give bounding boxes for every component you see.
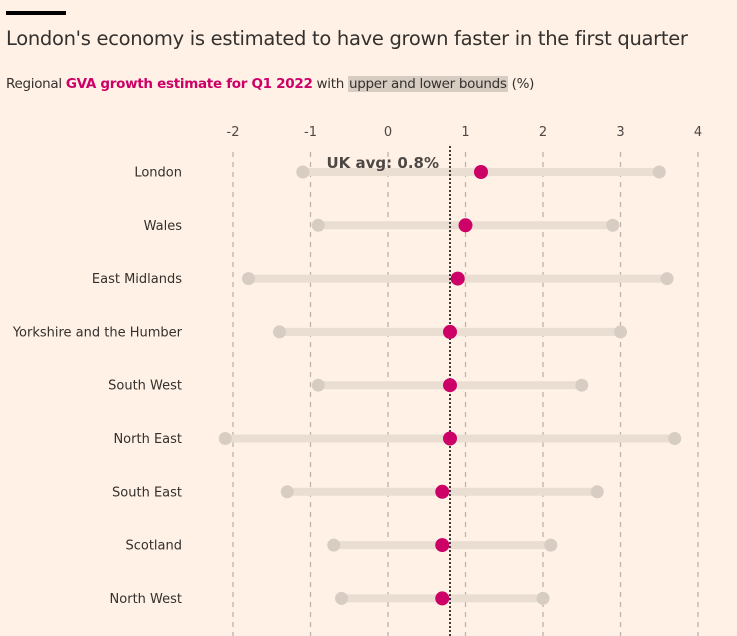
upper-bound-dot <box>606 218 620 232</box>
upper-bound-dot <box>544 538 558 552</box>
category-labels: London Wales East Midlands Yorkshire and th… <box>12 166 183 607</box>
category-label: North East <box>113 432 182 447</box>
lower-bound-dot <box>311 378 325 392</box>
gridlines <box>232 152 699 636</box>
lower-bound-dot <box>296 165 310 179</box>
lower-bound-dot <box>218 432 232 445</box>
subtitle-middle: with <box>312 76 348 92</box>
x-tick-label: 4 <box>694 125 702 140</box>
subtitle-suffix: (%) <box>507 76 535 92</box>
estimate-point <box>450 271 465 286</box>
upper-bound-dot <box>590 485 604 499</box>
lower-bound-dot <box>280 485 294 499</box>
upper-bound-dot <box>536 591 550 605</box>
chart-subtitle: Regional GVA growth estimate for Q1 2022… <box>6 76 534 92</box>
brand-bar <box>6 11 66 15</box>
estimate-point <box>458 218 473 233</box>
upper-bound-dot <box>668 432 682 445</box>
estimate-point <box>443 324 457 339</box>
estimate-point <box>435 484 450 499</box>
estimate-point <box>474 165 488 179</box>
upper-bound-dot <box>614 325 627 339</box>
x-tick-label: -1 <box>304 125 317 140</box>
subtitle-bounds: upper and lower bounds <box>347 76 508 92</box>
category-label: Scotland <box>125 539 182 554</box>
upper-bound-dot <box>575 378 589 392</box>
subtitle-highlight: GVA growth estimate for Q1 2022 <box>65 76 313 92</box>
estimate-point <box>443 431 457 446</box>
x-tick-label: 2 <box>539 125 547 140</box>
x-axis-ticks: -2 -1 0 1 2 3 4 <box>227 125 703 140</box>
category-label: Wales <box>144 219 183 234</box>
estimate-point <box>435 538 450 553</box>
estimate-point <box>443 378 457 393</box>
lower-bound-dot <box>327 538 341 552</box>
category-label: North West <box>110 592 182 607</box>
lower-bound-dot <box>242 272 255 286</box>
lower-bound-dot <box>335 591 348 605</box>
category-label: East Midlands <box>92 272 182 287</box>
category-label: London <box>134 166 182 181</box>
x-tick-label: -2 <box>227 125 240 140</box>
lower-bound-dot <box>311 218 325 232</box>
uk-average-label: UK avg: 0.8% <box>327 154 440 172</box>
upper-bound-dot <box>652 165 666 179</box>
lower-bound-dot <box>273 325 286 339</box>
upper-bound-dot <box>660 272 674 286</box>
estimate-point <box>435 591 450 606</box>
subtitle-prefix: Regional <box>6 76 66 92</box>
chart-title: London's economy is estimated to have gr… <box>6 27 688 50</box>
estimate-points <box>435 165 488 606</box>
x-tick-label: 3 <box>616 125 624 140</box>
category-label: Yorkshire and the Humber <box>12 325 183 340</box>
category-label: South East <box>112 485 182 500</box>
x-tick-label: 1 <box>461 125 469 140</box>
category-label: South West <box>108 379 182 394</box>
x-tick-label: 0 <box>384 125 392 140</box>
